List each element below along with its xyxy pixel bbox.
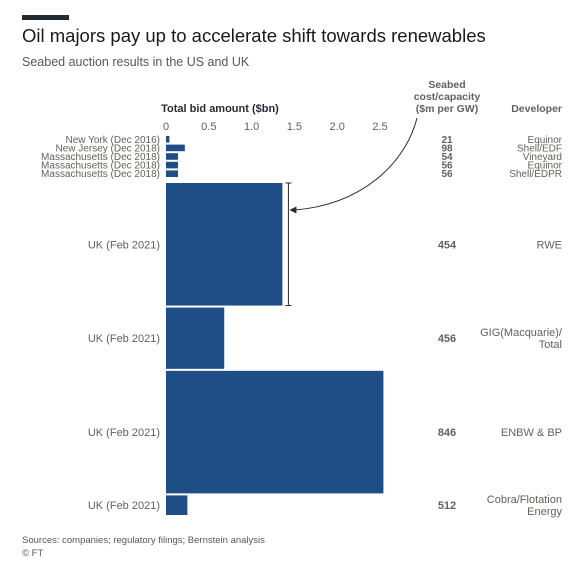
cost-value: 454: [438, 239, 457, 251]
x-tick-label: 2.5: [372, 121, 387, 133]
x-tick-label: 1.0: [244, 121, 259, 133]
bar: [166, 136, 170, 143]
ft-top-bar: [22, 15, 69, 20]
developer-name: RWE: [537, 239, 562, 251]
bar: [166, 161, 178, 169]
row-label: UK (Feb 2021): [88, 239, 160, 251]
x-tick-label: 0: [163, 121, 169, 133]
developer-name: Vineyard: [523, 152, 562, 163]
bar: [166, 370, 384, 494]
developer-name: ENBW & BP: [501, 427, 562, 439]
cost-header: Seabed: [428, 79, 465, 91]
developer-name: Total: [539, 339, 562, 351]
row-label: UK (Feb 2021): [88, 500, 160, 512]
source-note: Sources: companies; regulatory filings; …: [22, 535, 265, 546]
cost-header: cost/capacity: [414, 91, 481, 103]
developer-name: GIG(Macquarie)/: [480, 327, 563, 339]
bar: [166, 153, 178, 160]
bar: [166, 495, 188, 515]
bar: [166, 307, 225, 369]
developer-name: Equinor: [528, 161, 563, 172]
row-label: UK (Feb 2021): [88, 427, 160, 439]
cost-value: 54: [441, 152, 453, 163]
cost-value: 21: [441, 135, 453, 146]
bar: [166, 170, 178, 177]
developer-name: Shell/EDPR: [509, 169, 562, 180]
x-tick-label: 0.5: [201, 121, 216, 133]
cost-header: ($m per GW): [416, 103, 478, 115]
cost-value: 56: [441, 161, 453, 172]
x-tick-label: 1.5: [287, 121, 302, 133]
x-axis-title: Total bid amount ($bn): [161, 103, 279, 115]
developer-name: Energy: [527, 506, 562, 518]
developer-name: Shell/EDF: [517, 143, 562, 154]
developer-header: Developer: [511, 103, 562, 115]
row-label: New York (Dec 2016): [66, 135, 161, 146]
ft-credit: © FT: [22, 548, 44, 559]
annotation-arrow: [294, 117, 418, 211]
developer-name: Equinor: [528, 135, 563, 146]
cost-value: 846: [438, 427, 456, 439]
chart-subtitle: Seabed auction results in the US and UK: [22, 55, 250, 69]
cost-value: 56: [441, 169, 453, 180]
bar: [166, 183, 283, 306]
row-label: New Jersey (Dec 2018): [56, 143, 160, 154]
x-tick-label: 2.0: [330, 121, 345, 133]
cost-value: 512: [438, 500, 456, 512]
row-label: Massachusetts (Dec 2018): [41, 169, 160, 180]
bar: [166, 144, 185, 152]
developer-name: Cobra/Flotation: [487, 494, 562, 506]
row-label: Massachusetts (Dec 2018): [41, 152, 160, 163]
chart-title: Oil majors pay up to accelerate shift to…: [22, 25, 486, 46]
cost-value: 98: [441, 143, 453, 154]
row-label: Massachusetts (Dec 2018): [41, 161, 160, 172]
annotation-arrowhead: [289, 206, 297, 214]
cost-value: 456: [438, 333, 456, 345]
row-label: UK (Feb 2021): [88, 333, 160, 345]
